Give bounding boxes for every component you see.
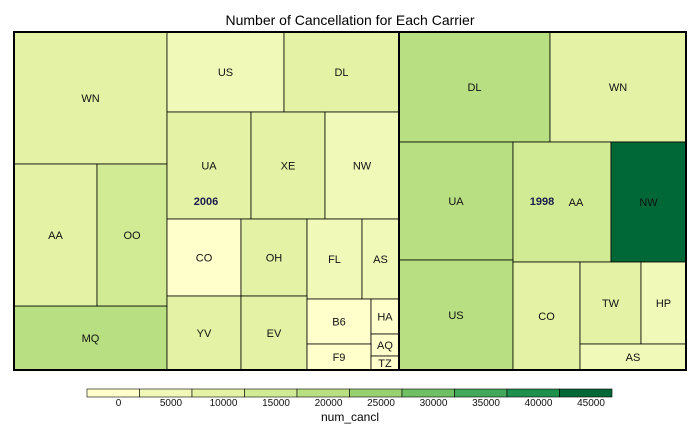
tile-1998-aa (512, 141, 612, 263)
legend-swatch (86, 388, 140, 398)
tile-2006-co (166, 218, 242, 297)
tile-label-2006-wn: WN (81, 93, 99, 105)
legend-tick-label: 40000 (525, 398, 553, 409)
tile-label-2006-us: US (218, 67, 233, 79)
chart-title: Number of Cancellation for Each Carrier (226, 12, 475, 28)
tile-label-1998-hp: HP (656, 298, 671, 310)
tile-2006-aa (13, 163, 98, 307)
legend-tick-label: 5000 (160, 398, 183, 409)
tile-label-1998-tw: TW (602, 298, 620, 310)
tile-1998-wn (549, 31, 687, 143)
tile-label-2006-f9: F9 (333, 352, 346, 364)
tile-2006-ev (240, 295, 308, 371)
tile-label-2006-dl: DL (334, 67, 348, 79)
legend-swatch (506, 388, 560, 398)
group-border-1998 (398, 31, 687, 371)
tile-2006-fl (306, 218, 363, 300)
tile-label-2006-nw: NW (353, 161, 372, 173)
legend-title: num_cancl (321, 410, 379, 424)
tile-label-1998-nw: NW (639, 197, 658, 209)
tile-2006-dl (283, 31, 400, 113)
legend-tick-label: 35000 (472, 398, 500, 409)
tile-2006-xe (250, 111, 326, 220)
tile-2006-wn (13, 31, 168, 165)
tile-2006-us (166, 31, 285, 113)
tile-label-1998-us: US (448, 310, 463, 322)
legend-swatch (296, 388, 350, 398)
legend-tick-label: 45000 (577, 398, 605, 409)
tile-label-2006-as: AS (373, 254, 388, 266)
legend-swatch (349, 388, 403, 398)
legend-tick-label: 10000 (210, 398, 238, 409)
tile-1998-as (579, 343, 687, 371)
group-label-1998: 1998 (530, 196, 554, 208)
legend-swatch (244, 388, 298, 398)
tile-1998-ua (398, 141, 514, 261)
tile-2006-oo (96, 163, 168, 307)
tile-1998-hp (640, 261, 687, 345)
legend: 0 5000 10000 15000 20000 25000 30000 35000 40000… (86, 388, 613, 409)
tile-label-2006-oh: OH (266, 253, 283, 265)
tile-label-1998-dl: DL (467, 82, 481, 94)
tile-2006-f9 (306, 343, 372, 371)
legend-swatch (454, 388, 508, 398)
tile-label-2006-ha: HA (377, 312, 393, 324)
tile-1998-co (512, 261, 581, 371)
legend-swatch (559, 388, 613, 398)
legend-tick-label: 25000 (367, 398, 395, 409)
tile-2006-b6 (306, 298, 372, 345)
tile-label-2006-oo: OO (123, 230, 141, 242)
tile-2006-ha (370, 298, 400, 335)
tile-label-2006-xe: XE (281, 161, 296, 173)
legend-swatch (139, 388, 193, 398)
tile-label-1998-aa: AA (569, 197, 584, 209)
tile-label-2006-tz: TZ (378, 358, 392, 370)
group-labels: 2006 1998 (194, 196, 554, 208)
legend-tick-label: 15000 (262, 398, 290, 409)
tile-2006-mq (13, 305, 168, 371)
legend-tick-label: 20000 (315, 398, 343, 409)
treemap-tiles: WN MQ AA OO US DL UA XE NW CO OH FL AS YV EV B6 HA AQ F9 TZ… (13, 31, 687, 371)
tile-label-2006-fl: FL (328, 254, 341, 266)
tile-label-2006-aq: AQ (377, 340, 393, 352)
legend-tick-label: 0 (116, 398, 122, 409)
tile-label-1998-wn: WN (609, 82, 627, 94)
tile-label-2006-co: CO (196, 253, 213, 265)
tile-1998-dl (398, 31, 551, 143)
tile-label-1998-ua: UA (448, 196, 464, 208)
legend-swatch (191, 388, 245, 398)
legend-tick-label: 30000 (420, 398, 448, 409)
tile-label-2006-b6: B6 (332, 317, 345, 329)
tile-label-2006-mq: MQ (82, 333, 100, 345)
tile-label-1998-co: CO (538, 311, 555, 323)
tile-1998-us (398, 259, 514, 371)
tile-label-2006-yv: YV (197, 328, 212, 340)
tile-label-1998-as: AS (626, 352, 641, 364)
legend-swatch (401, 388, 455, 398)
group-borders (13, 31, 687, 371)
tile-label-2006-ua: UA (201, 161, 217, 173)
group-label-2006: 2006 (194, 196, 218, 208)
tile-2006-yv (166, 295, 242, 371)
tile-label-2006-aa: AA (48, 230, 63, 242)
tile-label-2006-ev: EV (267, 328, 282, 340)
tile-1998-tw (579, 261, 642, 345)
